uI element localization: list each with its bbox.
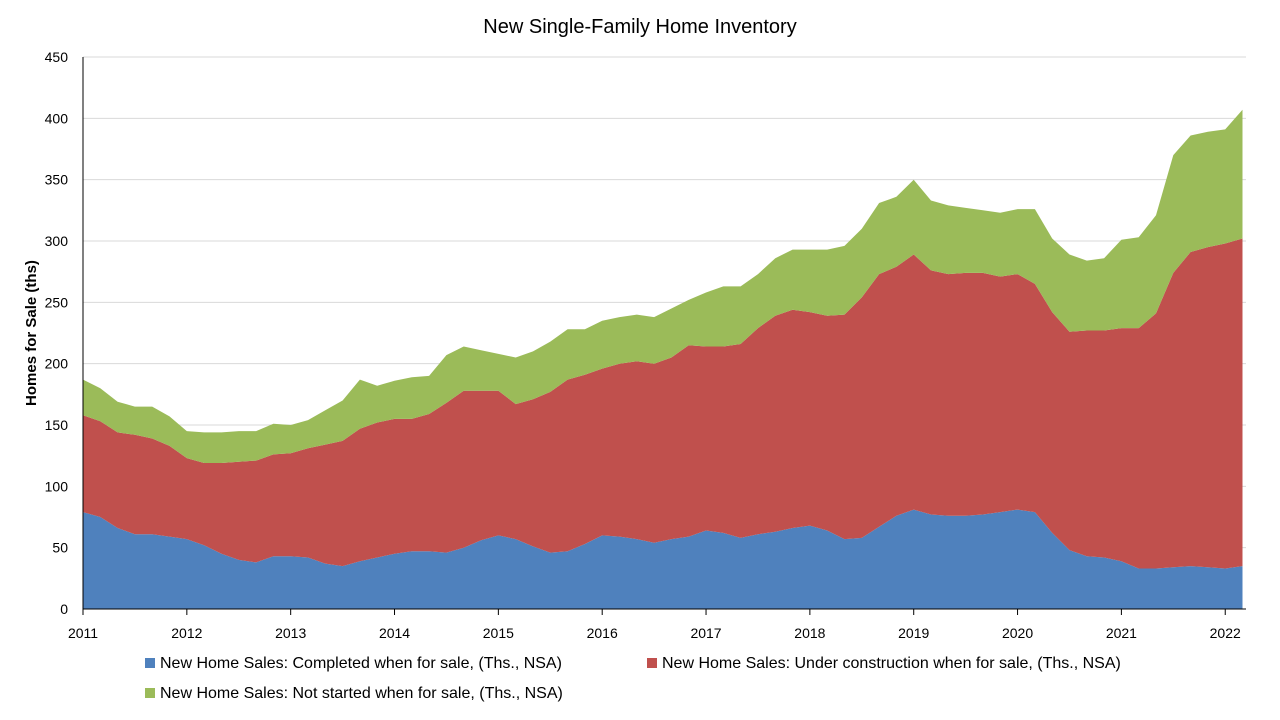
x-tick-label-2011: 2011 (68, 625, 98, 641)
chart-title: New Single-Family Home Inventory (483, 16, 796, 38)
area-series (83, 109, 1243, 609)
legend-label-1: New Home Sales: Completed when for sale,… (160, 655, 562, 672)
area-series-2 (83, 238, 1243, 569)
legend-label-3: New Home Sales: Not started when for sal… (160, 685, 563, 702)
x-tick-label-2016: 2016 (587, 625, 618, 641)
legend-label-2: New Home Sales: Under construction when … (662, 655, 1121, 672)
x-tick-label-2018: 2018 (794, 625, 825, 641)
x-tick-label-2020: 2020 (1002, 625, 1033, 641)
y-tick-label-150: 150 (45, 417, 69, 433)
y-tick-label-400: 400 (45, 110, 69, 126)
y-tick-label-350: 350 (45, 172, 69, 188)
legend-swatch-3 (145, 688, 155, 698)
y-tick-label-450: 450 (45, 49, 69, 65)
y-tick-label-200: 200 (45, 356, 69, 372)
legend: New Home Sales: Completed when for sale,… (145, 655, 1121, 702)
legend-swatch-1 (145, 658, 155, 668)
y-axis-title: Homes for Sale (ths) (23, 260, 40, 406)
x-tick-label-2021: 2021 (1106, 625, 1137, 641)
x-tick-label-2022: 2022 (1210, 625, 1241, 641)
legend-swatch-2 (647, 658, 657, 668)
y-tick-label-0: 0 (60, 601, 68, 617)
x-tick-label-2014: 2014 (379, 625, 410, 641)
x-tick-label-2015: 2015 (483, 625, 514, 641)
x-tick-label-2012: 2012 (171, 625, 202, 641)
x-tick-label-2013: 2013 (275, 625, 306, 641)
area-series-1 (83, 509, 1243, 609)
y-tick-label-100: 100 (45, 478, 69, 494)
y-tick-label-50: 50 (52, 540, 68, 556)
x-tick-label-2017: 2017 (690, 625, 721, 641)
y-tick-label-250: 250 (45, 294, 69, 310)
x-tick-label-2019: 2019 (898, 625, 929, 641)
x-tick-labels: 2011 2012 2013 2014 2015 2016 2017 2018 2019 2020… (68, 625, 1241, 641)
y-tick-labels: 0 50 100 150 200 250 300 350 400 450 (45, 49, 69, 617)
y-tick-label-300: 300 (45, 233, 69, 249)
axes (82, 57, 1246, 615)
